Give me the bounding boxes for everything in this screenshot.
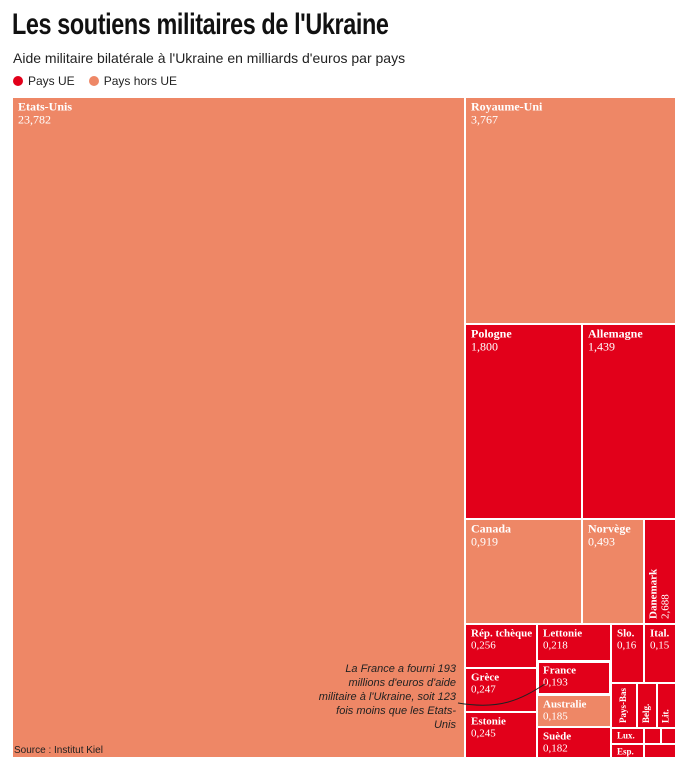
- legend-swatch: [88, 76, 99, 86]
- tile: [612, 745, 643, 757]
- value-label: 0,493: [588, 535, 615, 549]
- tile: [612, 684, 636, 727]
- tile: [538, 625, 610, 660]
- tile: [538, 696, 610, 726]
- value-label: 0,16: [617, 639, 637, 651]
- tile: [645, 745, 675, 757]
- value-label: 1,439: [588, 340, 615, 354]
- tile-label: Suède: [543, 730, 571, 742]
- chart-title: Les soutiens militaires de l'Ukraine: [12, 8, 389, 41]
- value-label: 23,782: [18, 113, 51, 127]
- value-label: 0,15: [650, 639, 670, 651]
- legend: Pays UE Pays hors UE: [13, 74, 177, 88]
- tile-label: France: [543, 664, 576, 676]
- tile-label: Esp.: [617, 746, 634, 756]
- value-label: 0,245: [471, 727, 496, 739]
- tile-label: Australie: [543, 698, 587, 710]
- tile-label: Lit.: [661, 709, 671, 723]
- tile: [13, 98, 464, 757]
- tile-label: Estonie: [471, 715, 506, 727]
- legend-label: Pays hors UE: [103, 74, 178, 88]
- tile: [612, 729, 643, 743]
- tile: [466, 625, 536, 667]
- value-label: 0,182: [543, 742, 568, 754]
- tile: [658, 684, 675, 727]
- value-label: 0,193: [543, 676, 568, 688]
- value-label: 0,247: [471, 683, 496, 695]
- tile: [645, 729, 660, 743]
- annotation-arrow: [457, 683, 546, 706]
- tile: [638, 684, 656, 727]
- legend-swatch: [13, 76, 23, 86]
- tile: [466, 520, 581, 623]
- value-label: 0,185: [543, 710, 568, 722]
- tile-label: Pays-Bas: [618, 688, 628, 724]
- tile-label: Grèce: [471, 671, 499, 683]
- tile-label: Lux.: [617, 730, 635, 740]
- tile: [583, 325, 675, 518]
- tile: [537, 661, 611, 695]
- value-label: 3,767: [471, 113, 498, 127]
- tile: [466, 325, 581, 518]
- tile: [662, 729, 675, 743]
- tile-label: Ital.: [650, 627, 670, 639]
- tile: [645, 625, 675, 682]
- chart-subtitle: Aide militaire bilatérale à l'Ukraine en…: [13, 50, 406, 66]
- tile: [612, 625, 643, 682]
- tile-label: Rép. tchèque: [471, 627, 532, 639]
- tile: [538, 728, 610, 757]
- legend-item: Pays UE: [13, 74, 75, 88]
- tile-label: Norvège: [588, 521, 631, 535]
- tile: [466, 713, 536, 757]
- value-label: 0,218: [543, 639, 568, 651]
- tile-label: Danemark: [648, 568, 660, 619]
- value-label: 1,800: [471, 340, 498, 354]
- annotation: La France a fourni 193 millions d'euros …: [318, 663, 456, 731]
- tile-label: Pologne: [471, 326, 512, 340]
- tile-label: Royaume-Uni: [471, 99, 543, 113]
- legend-label: Pays UE: [28, 74, 75, 88]
- tile-label: Lettonie: [543, 627, 582, 639]
- tile-label: Allemagne: [588, 326, 643, 340]
- tile: [645, 520, 675, 623]
- source: Source : Institut Kiel: [14, 745, 103, 756]
- tile-label: Etats-Unis: [18, 99, 72, 113]
- tile-label: Slo.: [617, 627, 635, 639]
- value-label: 0,919: [471, 535, 498, 549]
- tile: [466, 98, 675, 323]
- value-label: 0,256: [471, 639, 496, 651]
- tile-label: Belg.: [641, 704, 651, 723]
- legend-item: Pays hors UE: [88, 74, 178, 88]
- tile: [583, 520, 643, 623]
- value-label: 2,688: [660, 594, 672, 619]
- tile-label: Canada: [471, 521, 511, 535]
